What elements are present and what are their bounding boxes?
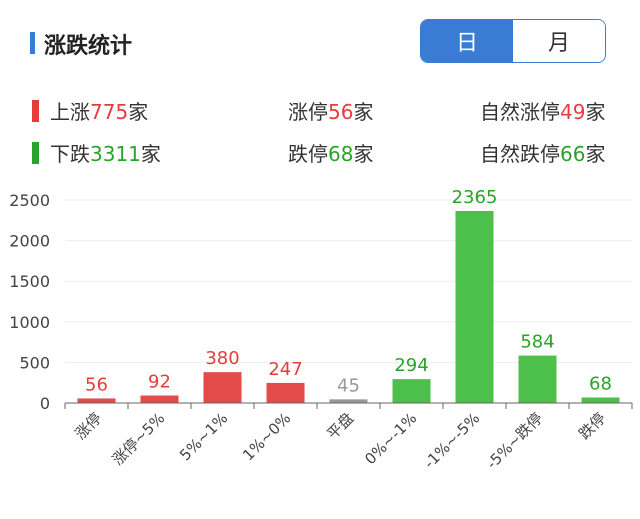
- page-title: 涨跌统计: [44, 34, 133, 59]
- bar[interactable]: [581, 397, 620, 403]
- bar[interactable]: [203, 372, 242, 403]
- rise-value: 775: [90, 100, 129, 124]
- fall-label: 下跌: [50, 142, 90, 166]
- limit-down-label: 跌停: [288, 142, 328, 166]
- bar[interactable]: [392, 379, 431, 403]
- x-tick-label: 1%~0%: [239, 409, 294, 464]
- bar[interactable]: [329, 399, 368, 403]
- limit-up-label: 涨停: [288, 100, 328, 124]
- bar-value-label: 45: [337, 375, 360, 396]
- x-tick-label: 跌停: [575, 409, 609, 443]
- natural-limit-down-value: 66: [560, 142, 586, 166]
- x-tick-label: 平盘: [323, 409, 357, 443]
- limit-down-unit: 家: [353, 142, 374, 166]
- natural-limit-up-count: 自然涨停49家: [480, 96, 605, 125]
- limit-up-count: 涨停56家: [288, 96, 373, 125]
- limit-down-count: 跌停68家: [288, 138, 373, 167]
- limit-up-value: 56: [328, 100, 354, 124]
- x-tick-label: 涨停~5%: [109, 409, 169, 469]
- bar-value-label: 294: [394, 355, 428, 376]
- toggle-month-button[interactable]: 月: [513, 20, 605, 62]
- y-tick-label: 0: [40, 394, 50, 413]
- bar-layer: [77, 210, 620, 403]
- rise-legend-marker: [32, 100, 39, 122]
- fall-unit: 家: [140, 142, 161, 166]
- natural-limit-up-label: 自然涨停: [480, 100, 560, 124]
- period-toggle: 日 月: [420, 19, 606, 63]
- bar-value-label: 2365: [452, 187, 498, 208]
- y-tick-label: 2000: [9, 232, 50, 251]
- y-tick-label: 500: [19, 353, 50, 372]
- bar-value-label: 68: [589, 373, 612, 394]
- natural-limit-up-unit: 家: [585, 100, 606, 124]
- x-tick-label: 0%~-1%: [361, 409, 420, 468]
- limit-down-value: 68: [328, 142, 354, 166]
- limit-up-unit: 家: [353, 100, 374, 124]
- bar-value-label: 584: [520, 332, 554, 353]
- x-tick-label: -1%~-5%: [420, 409, 483, 472]
- rise-row: 上涨775家 涨停56家 自然涨停49家: [0, 96, 640, 126]
- y-tick-label: 1000: [9, 313, 50, 332]
- distribution-bar-chart: 0 500 1000 1500 2000 2500 56 92 380 247 45 294 2365…: [9, 187, 633, 473]
- bar[interactable]: [518, 355, 557, 403]
- y-tick-label: 2500: [9, 191, 50, 210]
- y-tick-layer: 0 500 1000 1500 2000 2500: [9, 191, 50, 413]
- bar-value-label: 380: [205, 348, 239, 369]
- value-label-layer: 56 92 380 247 45 294 2365 584 68: [85, 187, 612, 396]
- rise-count: 上涨775家: [50, 96, 148, 125]
- x-tick-label: 涨停: [71, 409, 105, 443]
- bar-value-label: 92: [148, 372, 171, 393]
- bar-value-label: 247: [268, 359, 302, 380]
- fall-count: 下跌3311家: [50, 138, 161, 167]
- title-accent-bar: [30, 32, 35, 54]
- x-tick-label: 5%~1%: [176, 409, 231, 464]
- fall-legend-marker: [32, 142, 39, 164]
- rise-unit: 家: [128, 100, 149, 124]
- bar[interactable]: [266, 382, 305, 403]
- bar[interactable]: [140, 395, 179, 403]
- x-tick-label: -5%~跌停: [483, 409, 546, 472]
- fall-row: 下跌3311家 跌停68家 自然跌停66家: [0, 138, 640, 168]
- x-tick-layer: 涨停 涨停~5% 5%~1% 1%~0% 平盘 0%~-1% -1%~-5% -5%~跌停 跌停: [64, 402, 633, 473]
- bar-value-label: 56: [85, 374, 108, 395]
- natural-limit-down-count: 自然跌停66家: [480, 138, 605, 167]
- header: 涨跌统计 日 月: [0, 0, 640, 80]
- fall-value: 3311: [90, 142, 141, 166]
- bar[interactable]: [77, 398, 116, 403]
- summary-stats: 上涨775家 涨停56家 自然涨停49家 下跌3311家 跌停68家 自然跌停6…: [0, 88, 640, 168]
- natural-limit-down-label: 自然跌停: [480, 142, 560, 166]
- bar[interactable]: [455, 210, 494, 403]
- natural-limit-down-unit: 家: [585, 142, 606, 166]
- y-tick-label: 1500: [9, 272, 50, 291]
- natural-limit-up-value: 49: [560, 100, 586, 124]
- toggle-day-button[interactable]: 日: [421, 20, 513, 62]
- rise-label: 上涨: [50, 100, 90, 124]
